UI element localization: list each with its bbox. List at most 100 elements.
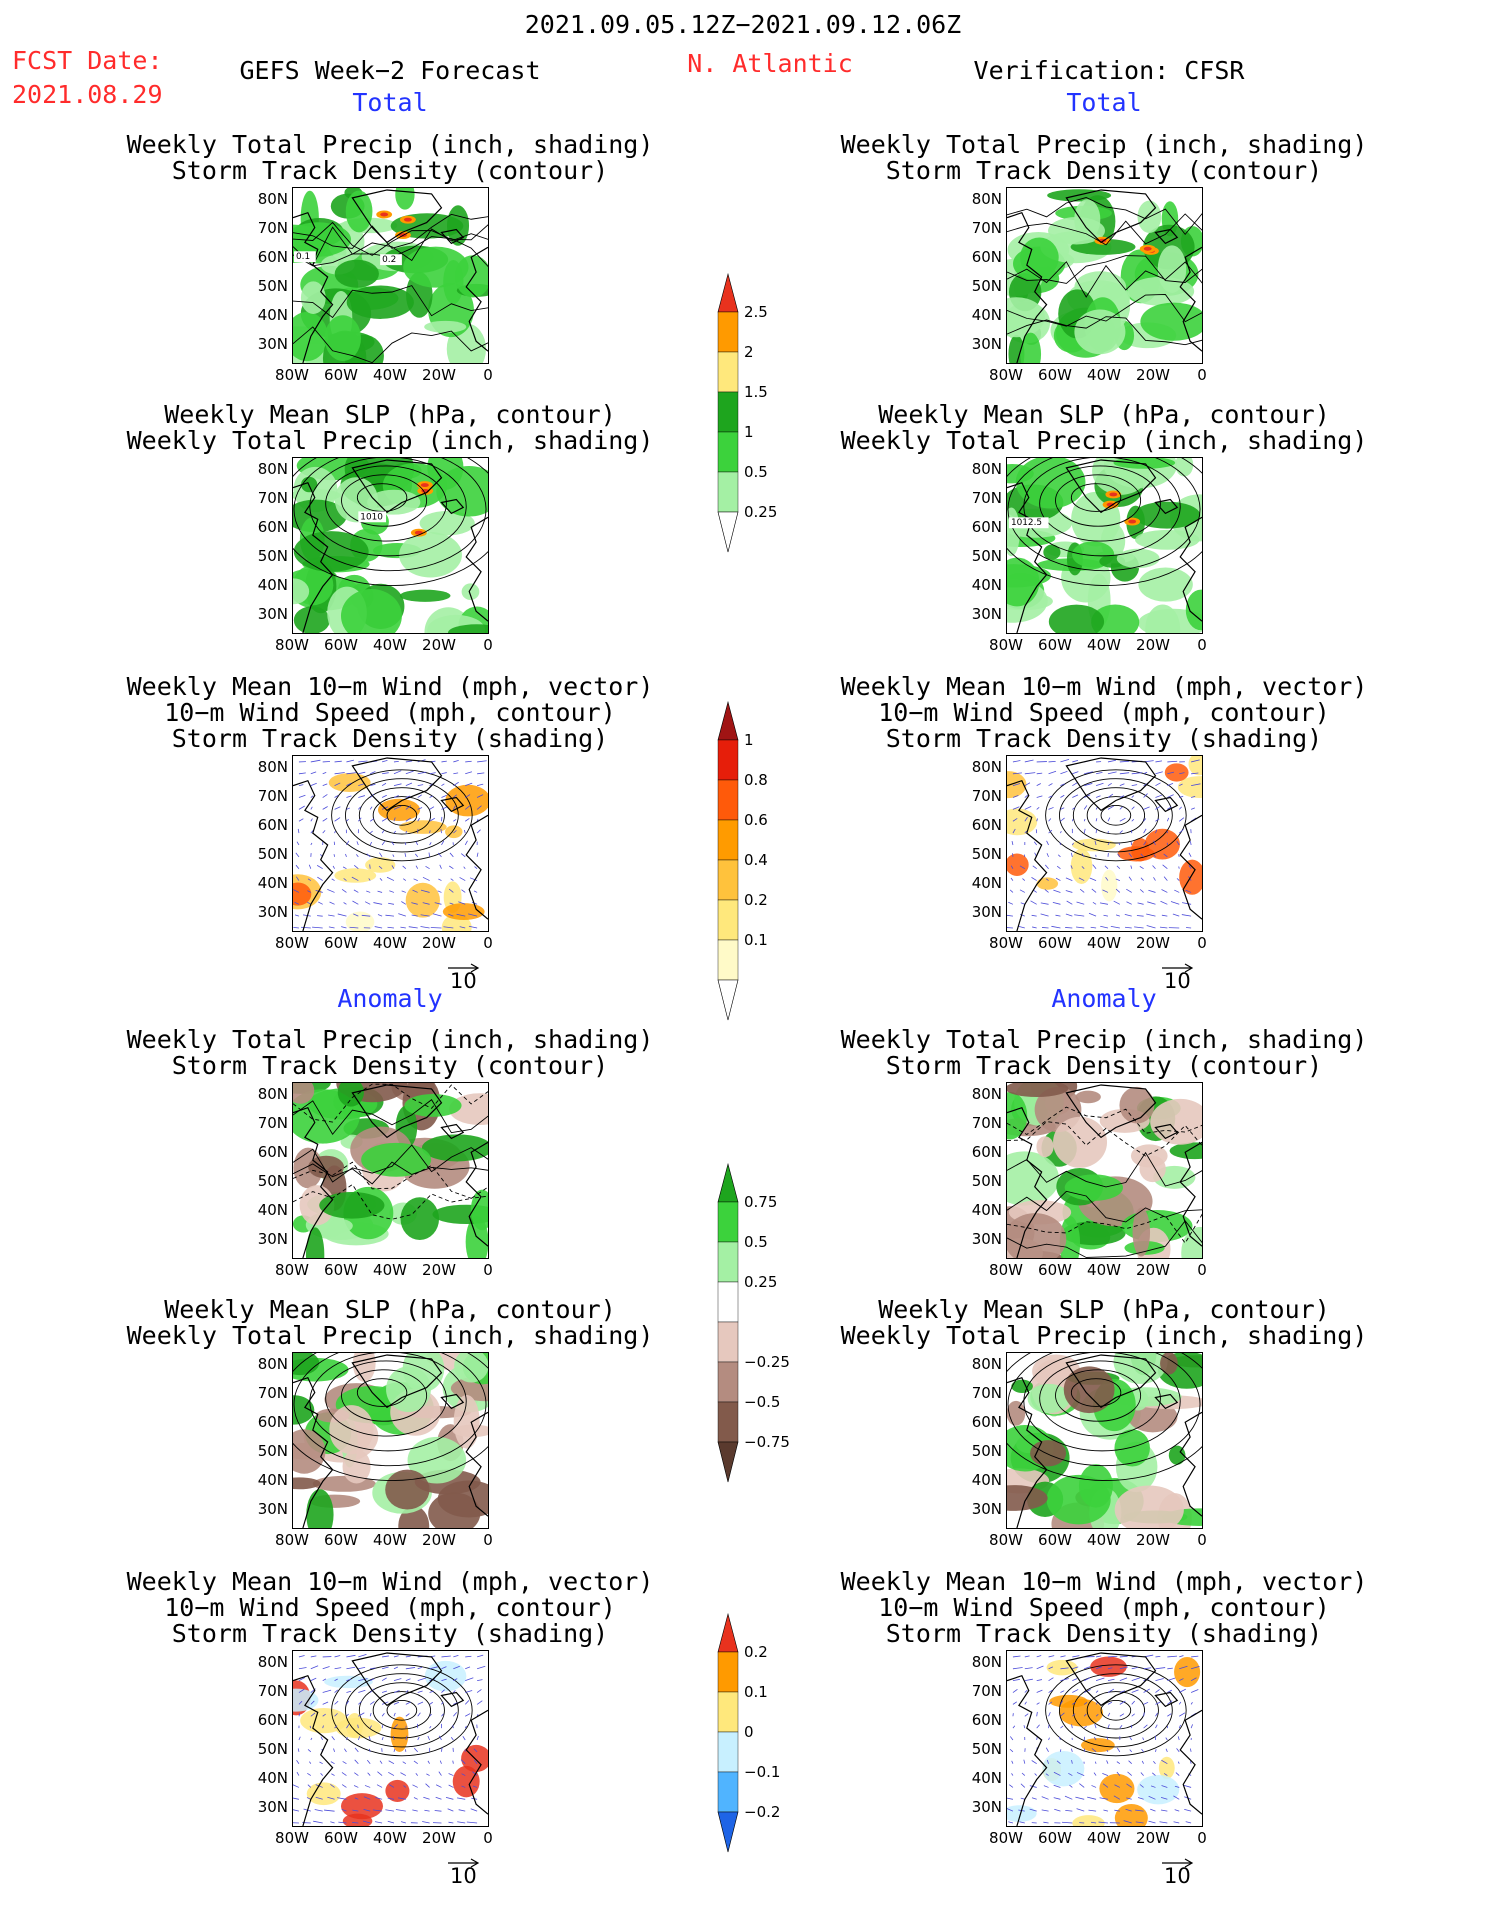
wind-vector — [464, 1725, 467, 1729]
wind-vector — [429, 842, 432, 846]
wind-vector — [1072, 771, 1079, 775]
wind-vector — [362, 1820, 371, 1824]
wind-vector — [461, 889, 466, 893]
lon-tick-label: 60W — [324, 1531, 358, 1549]
wind-vector — [457, 1821, 466, 1824]
wind-vector — [1012, 806, 1020, 810]
wind-vector — [441, 783, 445, 786]
wind-vector — [1036, 1679, 1043, 1682]
coastline — [440, 1123, 465, 1140]
wind-vector — [1024, 759, 1034, 763]
lat-tick-label: 50N — [971, 1740, 1002, 1758]
lat-tick-label: 70N — [257, 787, 288, 805]
wind-vector — [1161, 889, 1168, 893]
wind-vector — [1143, 771, 1148, 775]
wind-vector — [358, 817, 362, 822]
wind-vector — [1012, 1689, 1018, 1693]
lon-tick-label: 80W — [275, 1531, 309, 1549]
wind-vector — [1023, 1759, 1026, 1764]
wind-vector — [1128, 876, 1133, 881]
contour-line — [386, 804, 418, 826]
wind-vector — [346, 1654, 356, 1658]
lon-tick-label: 80W — [275, 366, 309, 384]
coastline — [1154, 1393, 1179, 1410]
wind-vector — [1012, 1678, 1020, 1682]
wind-vector — [1089, 877, 1097, 881]
wind-vector — [1060, 1712, 1065, 1717]
lat-tick-label: 30N — [971, 1798, 1002, 1816]
panel-title-line: Weekly Mean 10−m Wind (mph, vector) — [126, 672, 654, 701]
wind-vector — [310, 1712, 316, 1717]
shading-cell — [1137, 1774, 1180, 1805]
lon-tick-label: 40W — [373, 934, 407, 952]
wind-vector — [388, 1760, 395, 1765]
wind-vector — [413, 1747, 419, 1753]
shading-cell — [424, 1660, 467, 1692]
lat-tick-label: 60N — [257, 1711, 288, 1729]
wind-vector — [469, 877, 478, 881]
wind-vector — [1167, 783, 1174, 787]
colorbar-segment — [717, 859, 739, 901]
wind-vector — [1153, 854, 1156, 858]
wind-vector — [1055, 914, 1061, 917]
wind-vector — [1167, 806, 1172, 810]
wind-vector — [1031, 877, 1037, 881]
lon-tick-label: 60W — [1038, 1261, 1072, 1279]
wind-vector — [1107, 1688, 1115, 1693]
wind-vector — [476, 1665, 486, 1670]
lat-tick-label: 30N — [257, 1500, 288, 1518]
wind-vector — [1116, 865, 1121, 869]
colorbar-label: −0.25 — [744, 1353, 790, 1371]
colorbar-label: 0.2 — [744, 1643, 768, 1661]
date-range-title: 2021.09.05.12Z−2021.09.12.06Z — [524, 10, 962, 39]
wind-vector — [1153, 877, 1156, 881]
wind-vector — [1095, 818, 1098, 822]
wind-vector — [381, 830, 385, 834]
shading-cell — [1150, 1098, 1202, 1145]
contour-line — [341, 1369, 428, 1422]
colorbar-label: 0.1 — [744, 931, 768, 949]
anomaly-label-left: Anomaly — [337, 984, 443, 1013]
panel-title-line: Storm Track Density (contour) — [885, 156, 1323, 185]
wind-vector — [405, 830, 408, 834]
wind-vector — [465, 1655, 472, 1658]
wind-vector — [1143, 1701, 1149, 1705]
wind-vector — [405, 817, 411, 822]
wind-vector — [1095, 1713, 1099, 1717]
wind-vector — [473, 890, 478, 893]
wind-vector — [400, 1772, 407, 1776]
wind-vector — [429, 1713, 432, 1717]
wind-vector — [1178, 817, 1185, 822]
wind-vector — [1106, 1760, 1109, 1764]
wind-vector — [437, 852, 442, 858]
wind-vector — [317, 915, 323, 917]
wind-vector — [1071, 1759, 1073, 1764]
wind-vector — [429, 1725, 432, 1729]
wind-vector — [353, 889, 359, 893]
wind-vector — [1036, 1665, 1044, 1670]
shading-cell — [1042, 1750, 1085, 1787]
shading-cell — [293, 882, 312, 906]
lat-tick-label: 40N — [257, 874, 288, 892]
coastline — [1154, 1691, 1179, 1708]
lat-tick-label: 50N — [257, 1172, 288, 1190]
lon-tick-label: 0 — [483, 1531, 493, 1549]
wind-vector — [450, 878, 454, 881]
wind-vector — [405, 1713, 410, 1717]
wind-vector — [1119, 1713, 1125, 1717]
wind-vector — [310, 782, 317, 787]
wind-vector — [1053, 1784, 1061, 1788]
shading-cell — [342, 1449, 371, 1484]
wind-vector — [341, 1808, 347, 1812]
wind-vector — [1041, 1796, 1049, 1800]
wind-vector — [295, 864, 300, 869]
wind-vector — [1173, 1795, 1180, 1800]
shading-cell — [390, 1716, 409, 1752]
wind-vector — [1116, 1771, 1121, 1776]
wind-vector — [434, 902, 442, 905]
lat-tick-label: 70N — [971, 1114, 1002, 1132]
coastline — [293, 481, 334, 633]
wind-vector — [1119, 1690, 1126, 1693]
wind-vector — [468, 913, 478, 917]
wind-vector — [322, 794, 328, 798]
